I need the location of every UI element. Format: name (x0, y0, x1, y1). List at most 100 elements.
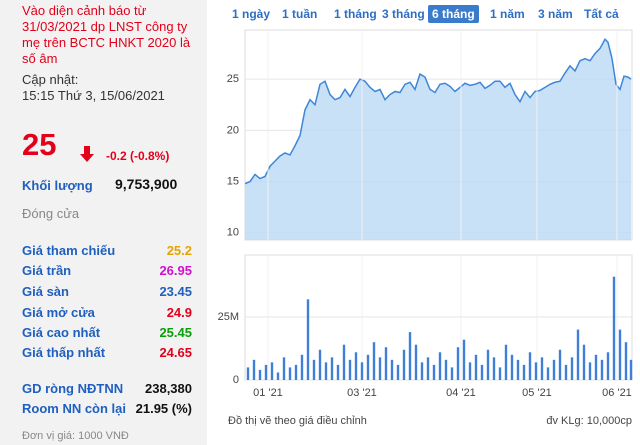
volume-bar (534, 362, 538, 380)
price: 25 (22, 127, 57, 162)
range-tab[interactable]: 1 tháng (334, 7, 377, 21)
volume-bar (396, 364, 400, 380)
y-tick-label: 10 (227, 227, 239, 239)
y-tick-label: 0 (233, 374, 239, 386)
volume-bar (252, 359, 256, 380)
chart: Đồ thị vẽ theo giá điều chỉnh đv KLg: 10… (218, 29, 633, 427)
volume-bar (546, 367, 550, 380)
volume-bar (282, 357, 286, 380)
row-value: 23.45 (159, 284, 192, 299)
price-area (245, 39, 631, 240)
volume-bar (348, 359, 352, 380)
volume-bar (414, 344, 418, 380)
row-label: Giá tham chiếu (22, 243, 116, 258)
updated-label: Cập nhật: (22, 72, 79, 87)
volume-bar (480, 364, 484, 380)
volume-bar (258, 369, 262, 380)
volume-bar (378, 357, 382, 380)
volume-bar (276, 372, 280, 380)
volume-bar (474, 354, 478, 380)
y-tick-label: 25 (227, 73, 239, 85)
status: Đóng cửa (22, 206, 80, 221)
volume-bar (312, 359, 316, 380)
volume-bar (432, 364, 436, 380)
volume-bar (342, 344, 346, 380)
volume-bar (498, 367, 502, 380)
footer-right: đv KLg: 10,000cp (546, 415, 632, 427)
range-tab[interactable]: 3 năm (538, 7, 573, 21)
volume-bar (456, 347, 460, 380)
volume-bar (558, 349, 562, 380)
foreign-label: Room NN còn lại (22, 401, 127, 416)
volume-bar (426, 357, 430, 380)
row-value: 24.9 (166, 305, 192, 320)
volume-bar (468, 362, 472, 380)
x-tick-label: 04 '21 (446, 387, 476, 399)
volume-bar (552, 359, 556, 380)
volume-bar (360, 362, 364, 380)
warning: Vào diện cảnh báo từ 31/03/2021 dp LNST … (22, 3, 191, 66)
volume-bar (372, 342, 376, 380)
volume-bar (612, 276, 616, 380)
volume-bar (516, 359, 520, 380)
down-arrow (80, 146, 94, 162)
volume-bar (594, 354, 598, 380)
volume-bar (504, 344, 508, 380)
unit-note: Đơn vị giá: 1000 VNĐ (22, 430, 129, 442)
volume-bar (438, 352, 442, 380)
volume-bar (366, 354, 370, 380)
volume-bar (384, 347, 388, 380)
x-tick-label: 01 '21 (253, 387, 283, 399)
volume: 9,753,900 (115, 176, 178, 192)
volume-bar (390, 359, 394, 380)
volume-bar (629, 359, 633, 380)
row-value: 25.45 (159, 325, 192, 340)
range-tab[interactable]: 3 tháng (382, 7, 425, 21)
volume-bar (288, 367, 292, 380)
quote-panel: Vào diện cảnh báo từ 31/03/2021 dp LNST … (0, 0, 207, 445)
volume-bar (264, 364, 268, 380)
volume-bar (528, 352, 532, 380)
range-tab[interactable]: Tất cả (584, 7, 619, 21)
volume-bar (354, 352, 358, 380)
volume-bar (540, 357, 544, 380)
volume-bar (336, 364, 340, 380)
volume-bar (402, 349, 406, 380)
volume-label: Khối lượng (22, 178, 93, 193)
row-label: Giá mở cửa (22, 305, 95, 320)
volume-bar (300, 354, 304, 380)
volume-bar (570, 357, 574, 380)
footer-left: Đồ thị vẽ theo giá điều chỉnh (228, 415, 367, 427)
volume-bar (624, 342, 628, 380)
change: -0.2 (-0.8%) (106, 149, 170, 163)
row-label: Giá trần (22, 263, 72, 278)
volume-bar (330, 357, 334, 380)
volume-bar (588, 362, 592, 380)
range-tab[interactable]: 1 tuần (282, 7, 318, 21)
volume-bar (318, 349, 322, 380)
volume-bar (324, 362, 328, 380)
volume-bar (420, 362, 424, 380)
volume-bar (462, 339, 466, 380)
volume-bar (486, 349, 490, 380)
x-tick-label: 05 '21 (522, 387, 552, 399)
row-value: 24.65 (159, 345, 192, 360)
volume-bar (564, 364, 568, 380)
y-tick-label: 20 (227, 124, 239, 136)
volume-bar (306, 299, 310, 380)
range-tab[interactable]: 1 năm (490, 7, 525, 21)
volume-bar (408, 332, 412, 380)
volume-bar (510, 354, 514, 380)
volume-bar (606, 352, 610, 380)
foreign-value: 21.95 (%) (135, 401, 192, 416)
volume-bar (270, 362, 274, 380)
row-label: Giá thấp nhất (22, 345, 106, 360)
range-tab[interactable]: 1 ngày (232, 7, 271, 21)
volume-bar (522, 364, 526, 380)
volume-bar (450, 367, 454, 380)
volume-bar (576, 329, 580, 380)
y-tick-label: 25M (218, 311, 239, 323)
foreign-label: GD ròng NĐTNN (22, 381, 124, 396)
range-tab[interactable]: 6 tháng (428, 5, 479, 23)
